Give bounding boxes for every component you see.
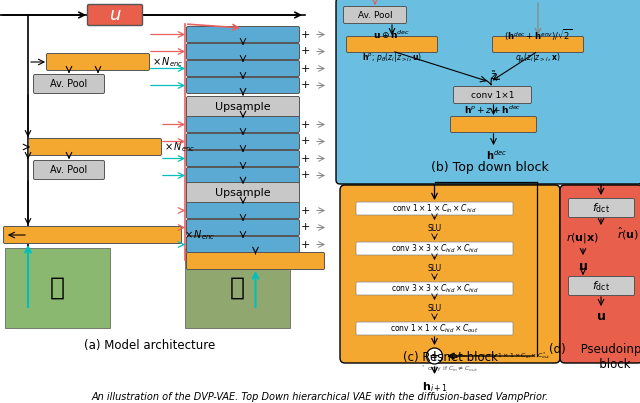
FancyBboxPatch shape — [47, 54, 150, 71]
Text: $\mathbf{h}^p + z + \mathbf{h}^{dec}$: $\mathbf{h}^p + z + \mathbf{h}^{dec}$ — [464, 104, 521, 116]
Text: 🐩: 🐩 — [50, 276, 65, 300]
Text: Av. Pool: Av. Pool — [358, 10, 392, 19]
FancyBboxPatch shape — [186, 253, 324, 270]
FancyBboxPatch shape — [186, 44, 300, 60]
Text: $\times\, N_{enc}$: $\times\, N_{enc}$ — [152, 55, 183, 69]
Text: 🐩: 🐩 — [230, 276, 245, 300]
Text: $\mathbf{u}$: $\mathbf{u}$ — [578, 260, 588, 272]
Text: $f_{\mathrm{dct}}$: $f_{\mathrm{dct}}$ — [593, 201, 611, 215]
FancyBboxPatch shape — [33, 160, 104, 179]
FancyBboxPatch shape — [186, 220, 300, 235]
FancyBboxPatch shape — [186, 96, 300, 118]
Text: +: + — [300, 137, 310, 147]
Text: $r(\mathbf{u}|\mathbf{x})$: $r(\mathbf{u}|\mathbf{x})$ — [566, 231, 600, 245]
FancyBboxPatch shape — [346, 37, 438, 52]
Text: (a) Model architecture: (a) Model architecture — [84, 339, 216, 351]
Text: +: + — [300, 154, 310, 164]
Text: +: + — [300, 222, 310, 233]
Text: +: + — [300, 206, 310, 216]
Bar — [5, 248, 110, 328]
FancyBboxPatch shape — [340, 185, 560, 363]
FancyBboxPatch shape — [451, 116, 536, 133]
FancyBboxPatch shape — [493, 37, 584, 52]
FancyBboxPatch shape — [454, 87, 531, 104]
FancyBboxPatch shape — [560, 185, 640, 363]
Text: $\mathit{u}$: $\mathit{u}$ — [109, 6, 122, 24]
FancyBboxPatch shape — [33, 75, 104, 93]
Text: $\mathbf{h}^{dec}$: $\mathbf{h}^{dec}$ — [486, 148, 507, 162]
Text: $\times\, N_{enc}$: $\times\, N_{enc}$ — [184, 228, 215, 242]
FancyBboxPatch shape — [186, 168, 300, 183]
FancyBboxPatch shape — [356, 282, 513, 295]
Text: conv $3 \times 3 \times C_{hid} \times C_{hid}$: conv $3 \times 3 \times C_{hid} \times C… — [390, 282, 479, 295]
Text: +: + — [300, 81, 310, 91]
FancyBboxPatch shape — [186, 133, 300, 150]
FancyBboxPatch shape — [186, 150, 300, 166]
Text: ${}^*$ only if $C_{in} \neq C_{out}$: ${}^*$ only if $C_{in} \neq C_{out}$ — [422, 364, 479, 374]
Text: $\leftarrow$ conv$\,1\times 1 \times C_{in} \times C_{out}^*$: $\leftarrow$ conv$\,1\times 1 \times C_{… — [472, 351, 551, 361]
Text: conv $3 \times 3 \times C_{hid} \times C_{hid}$: conv $3 \times 3 \times C_{hid} \times C… — [390, 242, 479, 255]
Text: +: + — [300, 170, 310, 181]
Text: Upsample: Upsample — [215, 102, 271, 112]
Text: +: + — [300, 64, 310, 73]
FancyBboxPatch shape — [568, 276, 634, 295]
Text: $f_{\mathrm{dct}}$: $f_{\mathrm{dct}}$ — [593, 279, 611, 293]
Text: $\mathbf{u}$: $\mathbf{u}$ — [596, 310, 606, 322]
FancyBboxPatch shape — [356, 242, 513, 255]
Text: $\mathbf{u} \oplus \mathbf{h}^{dec}$: $\mathbf{u} \oplus \mathbf{h}^{dec}$ — [373, 29, 411, 41]
Text: +: + — [300, 29, 310, 39]
FancyBboxPatch shape — [356, 202, 513, 215]
Text: (c) Resnet block: (c) Resnet block — [403, 351, 497, 364]
FancyBboxPatch shape — [356, 322, 513, 335]
FancyBboxPatch shape — [186, 183, 300, 204]
FancyBboxPatch shape — [336, 0, 640, 184]
Text: (d)    Pseudoinput
       block: (d) Pseudoinput block — [549, 343, 640, 371]
FancyBboxPatch shape — [186, 116, 300, 133]
FancyBboxPatch shape — [344, 6, 406, 23]
Text: SLU: SLU — [428, 264, 442, 273]
Text: (b) Top down block: (b) Top down block — [431, 162, 549, 174]
Bar — [185, 248, 290, 328]
Text: +: + — [300, 120, 310, 129]
Text: $\mathbf{h}_{i+1}$: $\mathbf{h}_{i+1}$ — [422, 380, 447, 394]
Text: conv 1×1: conv 1×1 — [471, 91, 515, 100]
FancyBboxPatch shape — [186, 237, 300, 253]
FancyBboxPatch shape — [186, 60, 300, 77]
FancyBboxPatch shape — [29, 139, 161, 156]
Text: $(\mathbf{h}^{dec}+\mathbf{h}^{env})/\sqrt{2}$: $(\mathbf{h}^{dec}+\mathbf{h}^{env})/\sq… — [504, 27, 572, 43]
Text: An illustration of the DVP-VAE. Top Down hierarchical VAE with the diffusion-bas: An illustration of the DVP-VAE. Top Down… — [92, 392, 548, 402]
FancyBboxPatch shape — [186, 27, 300, 42]
Text: SLU: SLU — [428, 224, 442, 233]
Text: Av. Pool: Av. Pool — [51, 165, 88, 175]
Text: Av. Pool: Av. Pool — [51, 79, 88, 89]
Text: SLU: SLU — [428, 304, 442, 313]
Text: conv $1 \times 1 \times C_{hid} \times C_{out}$: conv $1 \times 1 \times C_{hid} \times C… — [390, 322, 479, 335]
Text: $\tilde{z}_i$: $\tilde{z}_i$ — [490, 70, 500, 84]
FancyBboxPatch shape — [3, 226, 182, 243]
FancyBboxPatch shape — [568, 199, 634, 218]
Text: $\hat{r}(\mathbf{u})$: $\hat{r}(\mathbf{u})$ — [617, 226, 639, 242]
Text: +: + — [300, 46, 310, 56]
Text: $q_\phi(z_i|z_{>i},\mathbf{x})$: $q_\phi(z_i|z_{>i},\mathbf{x})$ — [515, 52, 561, 64]
Text: Upsample: Upsample — [215, 188, 271, 198]
FancyBboxPatch shape — [186, 77, 300, 93]
Text: +: + — [300, 239, 310, 249]
Circle shape — [426, 348, 442, 364]
FancyBboxPatch shape — [88, 4, 143, 25]
Text: +: + — [429, 349, 440, 363]
Text: $\mathbf{h}^p;\, p_\theta(z_i|z_{>i},\mathbf{u})$: $\mathbf{h}^p;\, p_\theta(z_i|z_{>i},\ma… — [362, 52, 422, 64]
Text: $\times\, N_{enc}$: $\times\, N_{enc}$ — [164, 140, 195, 154]
Text: conv $1 \times 1 \times C_{in} \times C_{hid}$: conv $1 \times 1 \times C_{in} \times C_… — [392, 202, 477, 215]
FancyBboxPatch shape — [186, 202, 300, 218]
